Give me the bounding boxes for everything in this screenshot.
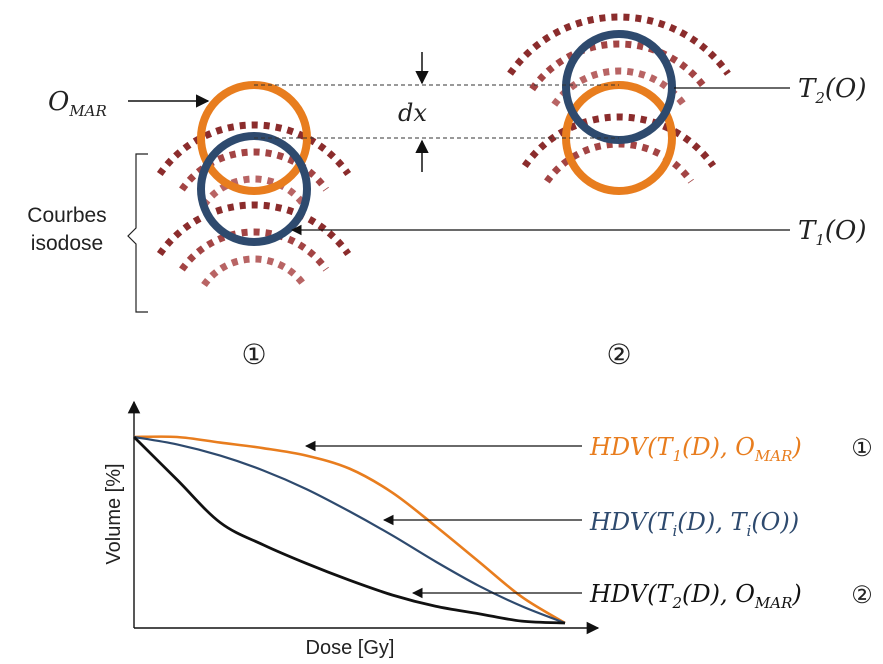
isodose-label-line1: Courbes bbox=[27, 204, 106, 227]
marker-configuration-1: ① bbox=[241, 339, 266, 370]
series-marker-s3: ② bbox=[851, 582, 873, 609]
curve-hdv-t2-omar bbox=[133, 436, 566, 625]
y-axis-label: Volume [%] bbox=[103, 463, 125, 564]
isodose-arc bbox=[156, 201, 352, 257]
dvh-chart: Volume [%] Dose [Gy] HDV(T1(D), OMAR) ① … bbox=[103, 400, 873, 659]
top-panel: dx OMAR T2(O) T1(O) Courbes isodose ① ② bbox=[27, 13, 867, 370]
isodose-brace bbox=[127, 153, 148, 313]
circle-t2-right bbox=[562, 30, 676, 144]
dx-label: dx bbox=[398, 99, 427, 127]
curve-hdv-t1-omar bbox=[133, 435, 566, 625]
series-label-s2: HDV(Ti(D), Ti(O)) bbox=[589, 508, 799, 540]
x-axis-label: Dose [Gy] bbox=[306, 637, 395, 659]
isodose-arc bbox=[521, 113, 717, 169]
isodose-arc bbox=[201, 255, 307, 288]
isodose-arc bbox=[201, 175, 307, 208]
isodose-arc bbox=[544, 140, 694, 184]
isodose-arc bbox=[551, 67, 687, 107]
isodose-arc bbox=[529, 40, 709, 92]
isodose-curves-left bbox=[156, 121, 352, 288]
series-label-s3: HDV(T2(D), OMAR) bbox=[589, 580, 802, 612]
circle-t1-left bbox=[197, 132, 311, 246]
series-marker-s1: ① bbox=[851, 435, 873, 462]
isodose-arc bbox=[179, 148, 329, 192]
isodose-arc bbox=[179, 228, 329, 272]
isodose-arc bbox=[507, 13, 731, 76]
t2-label: T2(O) bbox=[798, 74, 867, 107]
o-mar-label: OMAR bbox=[48, 87, 107, 120]
t1-label: T1(O) bbox=[798, 216, 867, 249]
curve-hdv-ti-ti bbox=[133, 435, 566, 625]
isodose-arc bbox=[156, 121, 352, 177]
isodose-curves-right bbox=[507, 13, 731, 184]
isodose-label-line2: isodose bbox=[31, 232, 103, 255]
marker-configuration-2: ② bbox=[606, 339, 631, 370]
series-label-s1: HDV(T1(D), OMAR) bbox=[589, 433, 802, 465]
